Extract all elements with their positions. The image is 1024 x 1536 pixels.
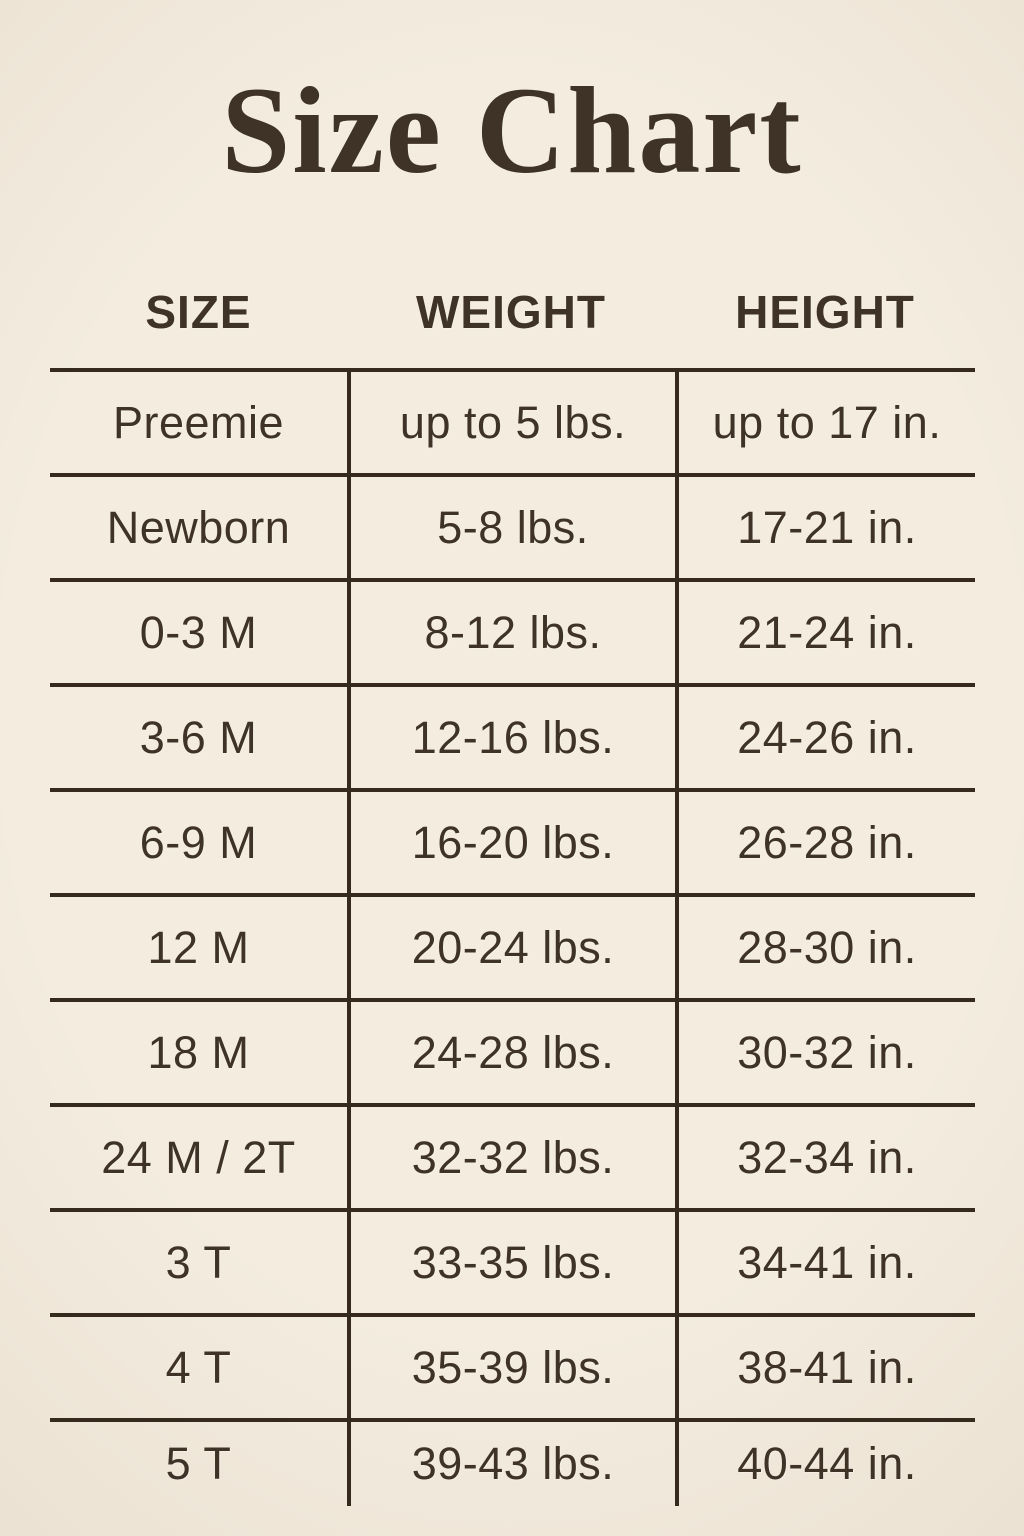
column-header-weight: WEIGHT bbox=[416, 285, 606, 338]
table-row: 5 T 39-43 lbs. 40-44 in. bbox=[50, 1418, 975, 1506]
size-cell: 3 T bbox=[165, 1236, 232, 1288]
table-row: 3-6 M 12-16 lbs. 24-26 in. bbox=[50, 683, 975, 788]
weight-cell: 35-39 lbs. bbox=[347, 1317, 675, 1418]
size-cell: 3-6 M bbox=[139, 711, 258, 763]
size-cell: Newborn bbox=[106, 501, 291, 553]
table-row: 6-9 M 16-20 lbs. 26-28 in. bbox=[50, 788, 975, 893]
size-cell: 0-3 M bbox=[139, 606, 258, 658]
size-cell: 6-9 M bbox=[139, 816, 258, 868]
weight-cell: 24-28 lbs. bbox=[347, 1002, 675, 1103]
weight-cell: 20-24 lbs. bbox=[347, 897, 675, 998]
weight-cell: up to 5 lbs. bbox=[347, 372, 675, 473]
table-row: 4 T 35-39 lbs. 38-41 in. bbox=[50, 1313, 975, 1418]
weight-cell: 8-12 lbs. bbox=[347, 582, 675, 683]
height-cell: 17-21 in. bbox=[675, 477, 975, 578]
table-row: 3 T 33-35 lbs. 34-41 in. bbox=[50, 1208, 975, 1313]
size-cell: Preemie bbox=[112, 396, 285, 448]
size-cell: 12 M bbox=[147, 921, 250, 973]
weight-cell: 16-20 lbs. bbox=[347, 792, 675, 893]
table-row: Preemie up to 5 lbs. up to 17 in. bbox=[50, 368, 975, 473]
height-cell: 32-34 in. bbox=[675, 1107, 975, 1208]
size-cell: 5 T bbox=[165, 1438, 232, 1489]
weight-cell: 33-35 lbs. bbox=[347, 1212, 675, 1313]
table-row: 18 M 24-28 lbs. 30-32 in. bbox=[50, 998, 975, 1103]
height-cell: 24-26 in. bbox=[675, 687, 975, 788]
table-header-row: SIZE WEIGHT HEIGHT bbox=[50, 255, 975, 368]
table-body: Preemie up to 5 lbs. up to 17 in. Newbor… bbox=[50, 368, 975, 1506]
weight-cell: 5-8 lbs. bbox=[347, 477, 675, 578]
height-cell: 26-28 in. bbox=[675, 792, 975, 893]
page-title: Size Chart bbox=[221, 62, 803, 199]
column-header-height: HEIGHT bbox=[735, 285, 915, 338]
weight-cell: 12-16 lbs. bbox=[347, 687, 675, 788]
column-header-size: SIZE bbox=[145, 285, 252, 338]
height-cell: 40-44 in. bbox=[675, 1422, 975, 1506]
height-cell: up to 17 in. bbox=[675, 372, 975, 473]
height-cell: 21-24 in. bbox=[675, 582, 975, 683]
weight-cell: 32-32 lbs. bbox=[347, 1107, 675, 1208]
height-cell: 28-30 in. bbox=[675, 897, 975, 998]
table-row: Newborn 5-8 lbs. 17-21 in. bbox=[50, 473, 975, 578]
table-row: 12 M 20-24 lbs. 28-30 in. bbox=[50, 893, 975, 998]
height-cell: 34-41 in. bbox=[675, 1212, 975, 1313]
height-cell: 38-41 in. bbox=[675, 1317, 975, 1418]
table-row: 24 M / 2T 32-32 lbs. 32-34 in. bbox=[50, 1103, 975, 1208]
size-table: SIZE WEIGHT HEIGHT Preemie up to 5 lbs. … bbox=[50, 255, 975, 1506]
size-cell: 24 M / 2T bbox=[101, 1131, 296, 1183]
size-cell: 18 M bbox=[147, 1026, 250, 1078]
table-row: 0-3 M 8-12 lbs. 21-24 in. bbox=[50, 578, 975, 683]
weight-cell: 39-43 lbs. bbox=[347, 1422, 675, 1506]
height-cell: 30-32 in. bbox=[675, 1002, 975, 1103]
size-cell: 4 T bbox=[165, 1341, 232, 1393]
